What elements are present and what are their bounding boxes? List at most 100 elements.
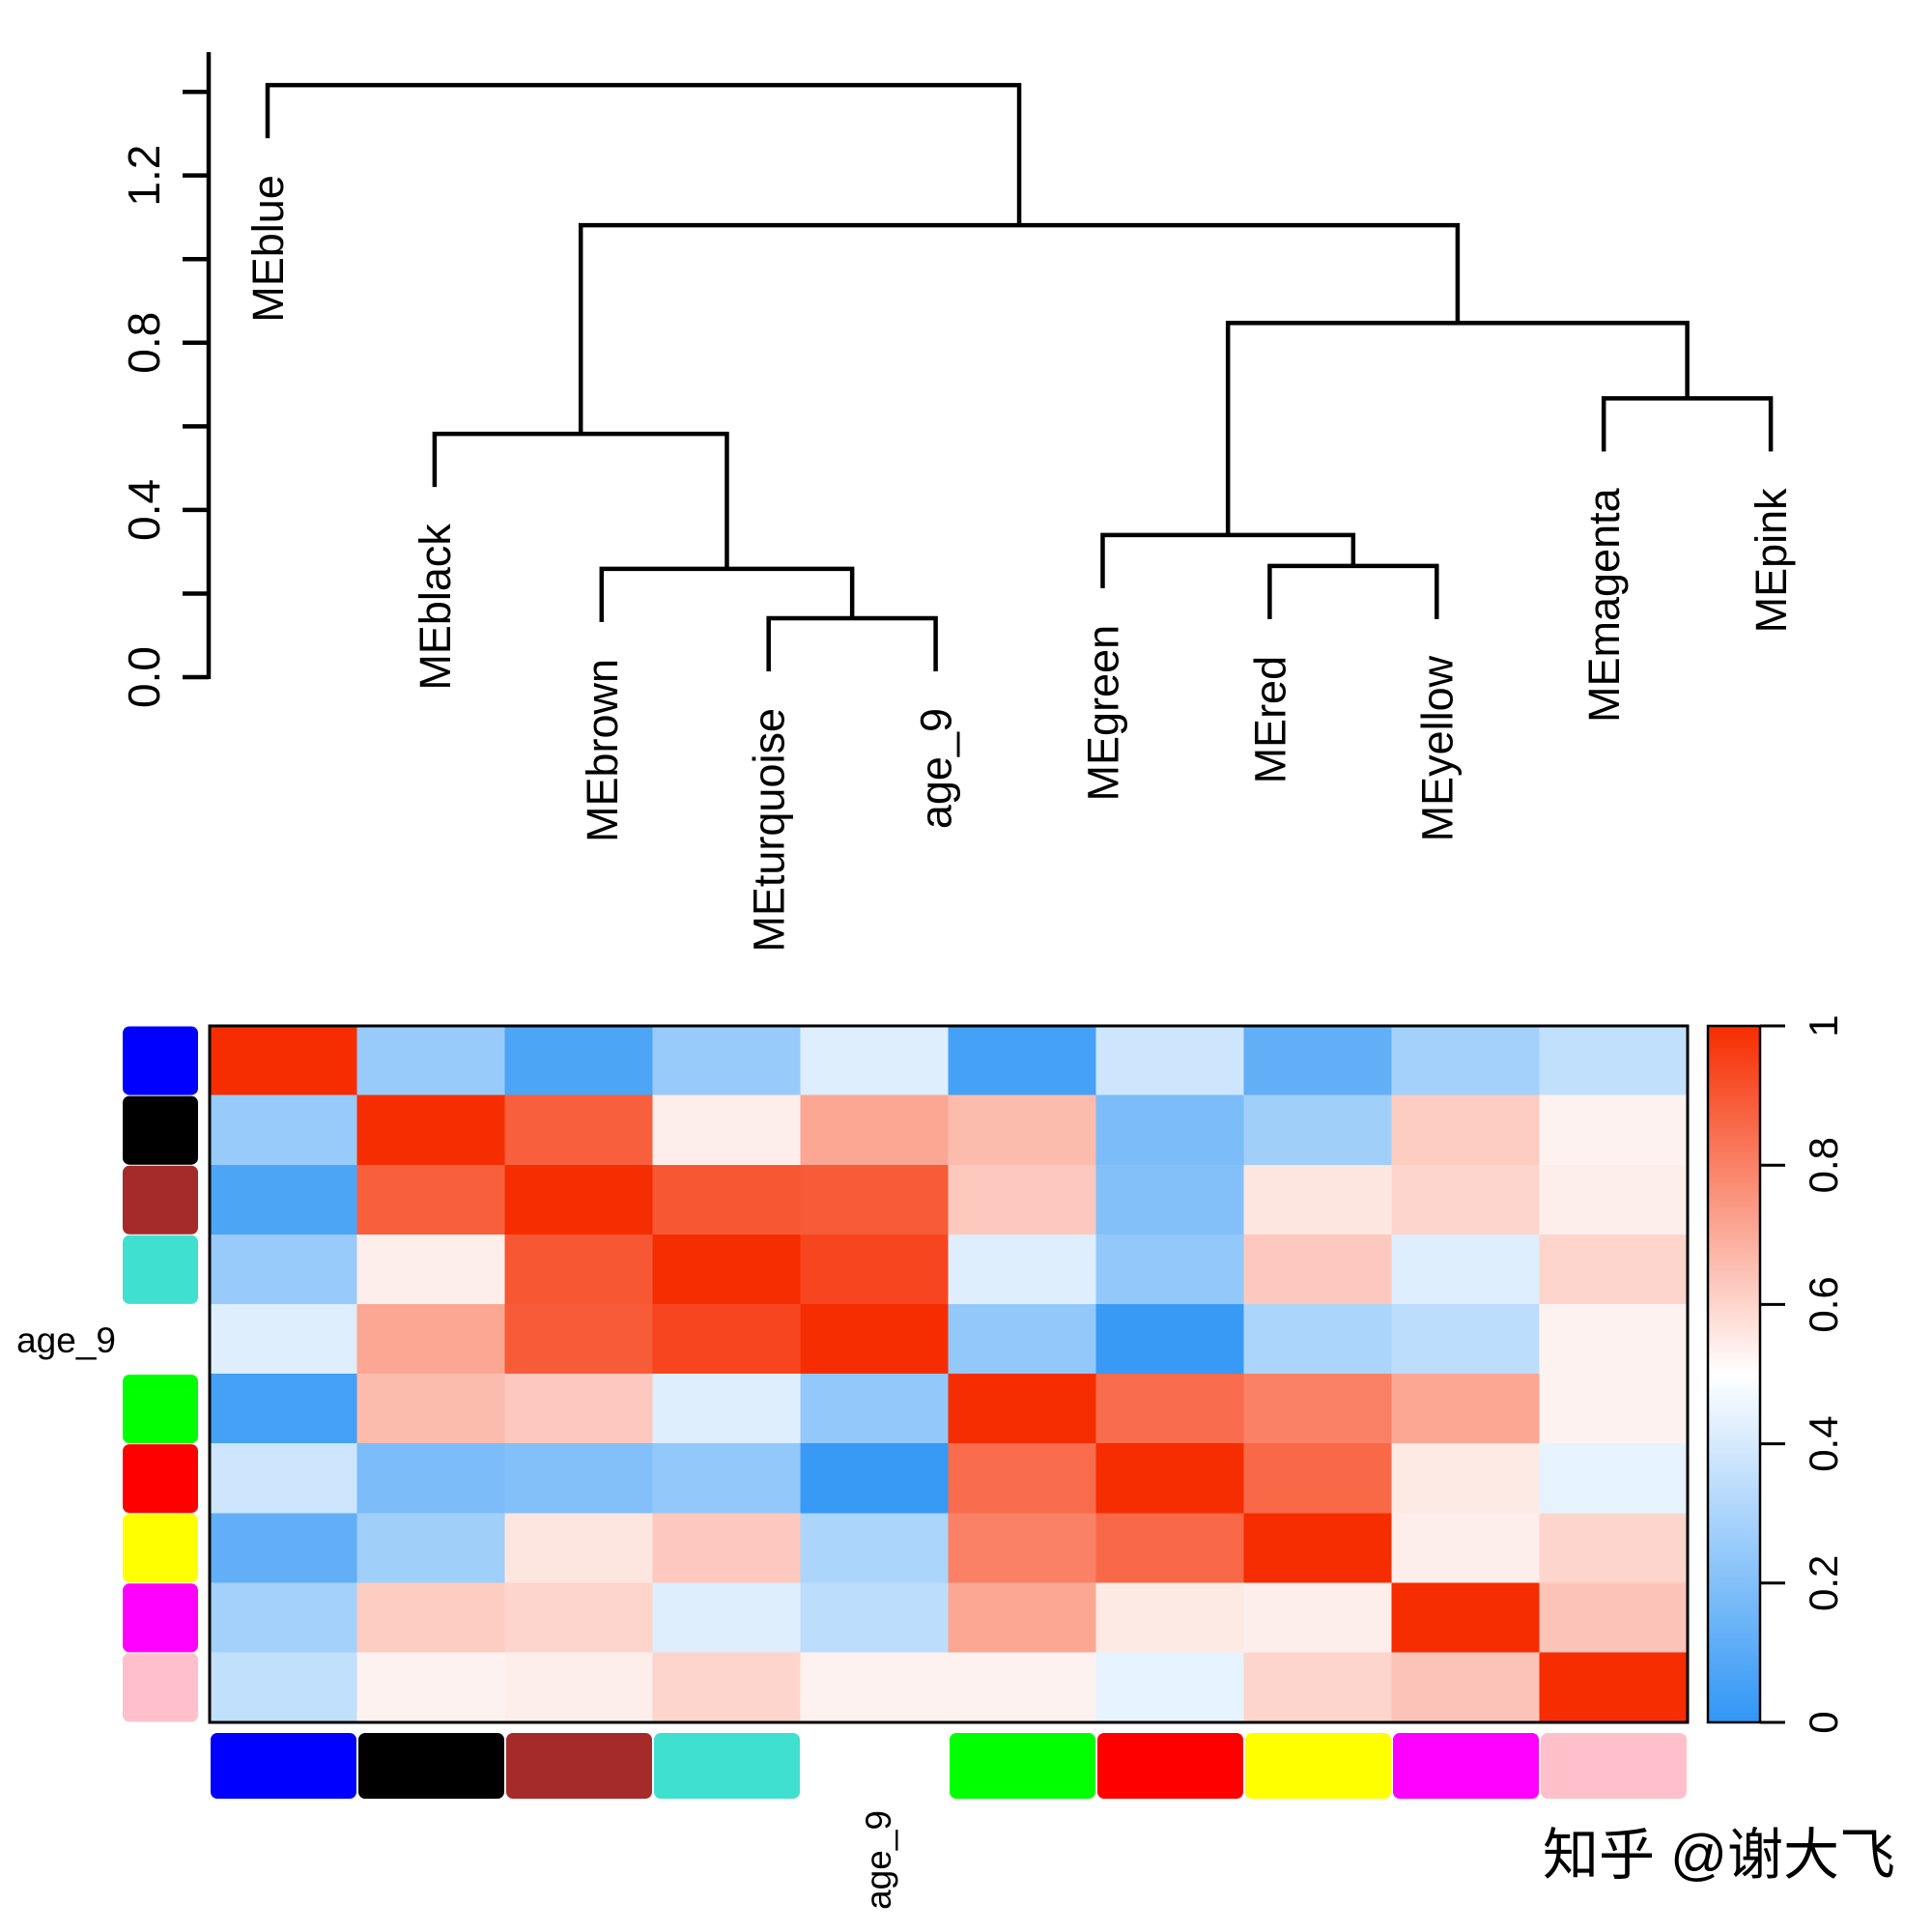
row-color-band-MEblue: [123, 1026, 198, 1095]
heatmap-cell-r8c5: [948, 1582, 1097, 1654]
heatmap-cell-r7c7: [1243, 1513, 1393, 1584]
col-color-band-MEgreen: [950, 1733, 1095, 1799]
heatmap-cell-r0c5: [948, 1025, 1097, 1096]
dendrogram-branch: [432, 431, 729, 569]
row-color-band-MEturquoise: [123, 1235, 198, 1304]
heatmap-cell-r4c4: [800, 1304, 950, 1375]
heatmap-cell-r3c5: [948, 1234, 1097, 1305]
heatmap-cell-r3c8: [1391, 1234, 1541, 1305]
heatmap-cell-r4c8: [1391, 1304, 1541, 1375]
heatmap-cell-r7c6: [1095, 1513, 1245, 1584]
heatmap-cell-r1c7: [1243, 1094, 1393, 1166]
heatmap-cell-r9c8: [1391, 1652, 1541, 1723]
dendrogram-branch: [265, 82, 1022, 226]
heatmap-cell-r5c7: [1243, 1374, 1393, 1444]
heatmap-cell-r6c1: [356, 1443, 506, 1515]
heatmap-cell-r8c6: [1095, 1582, 1245, 1654]
heatmap-cell-r6c5: [948, 1443, 1097, 1515]
leaf-label-MEblue: MEblue: [243, 175, 293, 323]
heatmap-cell-r3c9: [1539, 1234, 1689, 1305]
heatmap-row-annotation: age_9: [16, 1321, 116, 1360]
heatmap-cell-r8c4: [800, 1582, 950, 1654]
heatmap-cell-r1c3: [652, 1094, 802, 1166]
heatmap-cell-r5c0: [209, 1374, 358, 1444]
leaf-label-MEyellow: MEyellow: [1412, 655, 1462, 841]
heatmap-cell-r1c9: [1539, 1094, 1689, 1166]
colorbar-tick-label: 0.6: [1801, 1276, 1846, 1332]
heatmap-cell-r8c0: [209, 1582, 358, 1654]
col-color-band-MEblack: [358, 1733, 504, 1799]
row-color-band-MEmagenta: [123, 1583, 198, 1653]
dendrogram-branch: [1100, 532, 1356, 588]
heatmap-cell-r1c4: [800, 1094, 950, 1166]
heatmap-cell-r9c4: [800, 1652, 950, 1723]
leaf-label-MEturquoise: MEturquoise: [745, 708, 794, 952]
heatmap-cell-r4c2: [504, 1304, 654, 1375]
heatmap-cell-r9c7: [1243, 1652, 1393, 1723]
heatmap-cell-r7c8: [1391, 1513, 1541, 1584]
row-color-band-MEblack: [123, 1095, 198, 1165]
heatmap-cell-r3c4: [800, 1234, 950, 1305]
heatmap-cell-r2c9: [1539, 1164, 1689, 1236]
heatmap-cell-r7c9: [1539, 1513, 1689, 1584]
heatmap-cell-r9c2: [504, 1652, 654, 1723]
heatmap-cell-r6c0: [209, 1443, 358, 1515]
heatmap-cell-r4c7: [1243, 1304, 1393, 1375]
heatmap-cell-r2c6: [1095, 1164, 1245, 1236]
heatmap-cell-r9c5: [948, 1652, 1097, 1723]
heatmap-cell-r1c8: [1391, 1094, 1541, 1166]
leaf-label-MEblack: MEblack: [411, 524, 460, 691]
heatmap-cell-r6c3: [652, 1443, 802, 1515]
row-color-band-MEpink: [123, 1653, 198, 1722]
heatmap-cell-r0c9: [1539, 1025, 1689, 1096]
leaf-label-MEgreen: MEgreen: [1079, 625, 1128, 802]
row-color-band-MEgreen: [123, 1375, 198, 1444]
heatmap-cell-r6c7: [1243, 1443, 1393, 1515]
heatmap-cell-r2c7: [1243, 1164, 1393, 1236]
row-color-band-MEyellow: [123, 1514, 198, 1583]
heatmap-border: [208, 1024, 1690, 1724]
heatmap-cell-r9c6: [1095, 1652, 1245, 1723]
col-color-band-MEpink: [1541, 1733, 1687, 1799]
colorbar-tick-label: 1: [1801, 1014, 1846, 1037]
dendrogram-branch: [1267, 563, 1439, 619]
heatmap-cell-r6c2: [504, 1443, 654, 1515]
heatmap-col-annotation: age_9: [859, 1810, 898, 1910]
heatmap-cell-r7c1: [356, 1513, 506, 1584]
heatmap-cell-r2c0: [209, 1164, 358, 1236]
heatmap-cell-r7c2: [504, 1513, 654, 1584]
watermark: 知乎 @谢大飞: [1543, 1824, 1895, 1887]
y-axis-tick-label: 0.4: [119, 479, 169, 541]
heatmap-cell-r0c6: [1095, 1025, 1245, 1096]
heatmap-cell-r2c5: [948, 1164, 1097, 1236]
heatmap-cell-r3c0: [209, 1234, 358, 1305]
heatmap-cell-r6c8: [1391, 1443, 1541, 1515]
y-axis-tick-label: 0.0: [119, 646, 169, 708]
heatmap-cell-r2c3: [652, 1164, 802, 1236]
col-color-band-MEturquoise: [654, 1733, 800, 1799]
heatmap-cell-r8c2: [504, 1582, 654, 1654]
col-color-band-MEmagenta: [1393, 1733, 1539, 1799]
heatmap-cell-r5c5: [948, 1374, 1097, 1444]
heatmap-cell-r0c2: [504, 1025, 654, 1096]
heatmap-cell-r5c6: [1095, 1374, 1245, 1444]
heatmap-cell-r6c4: [800, 1443, 950, 1515]
heatmap-cell-r5c3: [652, 1374, 802, 1444]
heatmap-cell-r4c3: [652, 1304, 802, 1375]
heatmap-cell-r5c1: [356, 1374, 506, 1444]
heatmap-cell-r9c0: [209, 1652, 358, 1723]
heatmap-cell-r5c4: [800, 1374, 950, 1444]
heatmap-cell-r2c2: [504, 1164, 654, 1236]
heatmap-cell-r3c1: [356, 1234, 506, 1305]
leaf-label-MEbrown: MEbrown: [578, 659, 627, 842]
leaf-label-age_9: age_9: [912, 708, 961, 829]
heatmap-cell-r2c1: [356, 1164, 506, 1236]
heatmap-cell-r0c1: [356, 1025, 506, 1096]
dendrogram-branch: [599, 566, 855, 622]
heatmap-cell-r5c9: [1539, 1374, 1689, 1444]
heatmap-cell-r2c4: [800, 1164, 950, 1236]
heatmap-cell-r8c3: [652, 1582, 802, 1654]
dendrogram-branch: [578, 222, 1461, 435]
row-color-band-MEbrown: [123, 1165, 198, 1235]
heatmap-cell-r8c8: [1391, 1582, 1541, 1654]
